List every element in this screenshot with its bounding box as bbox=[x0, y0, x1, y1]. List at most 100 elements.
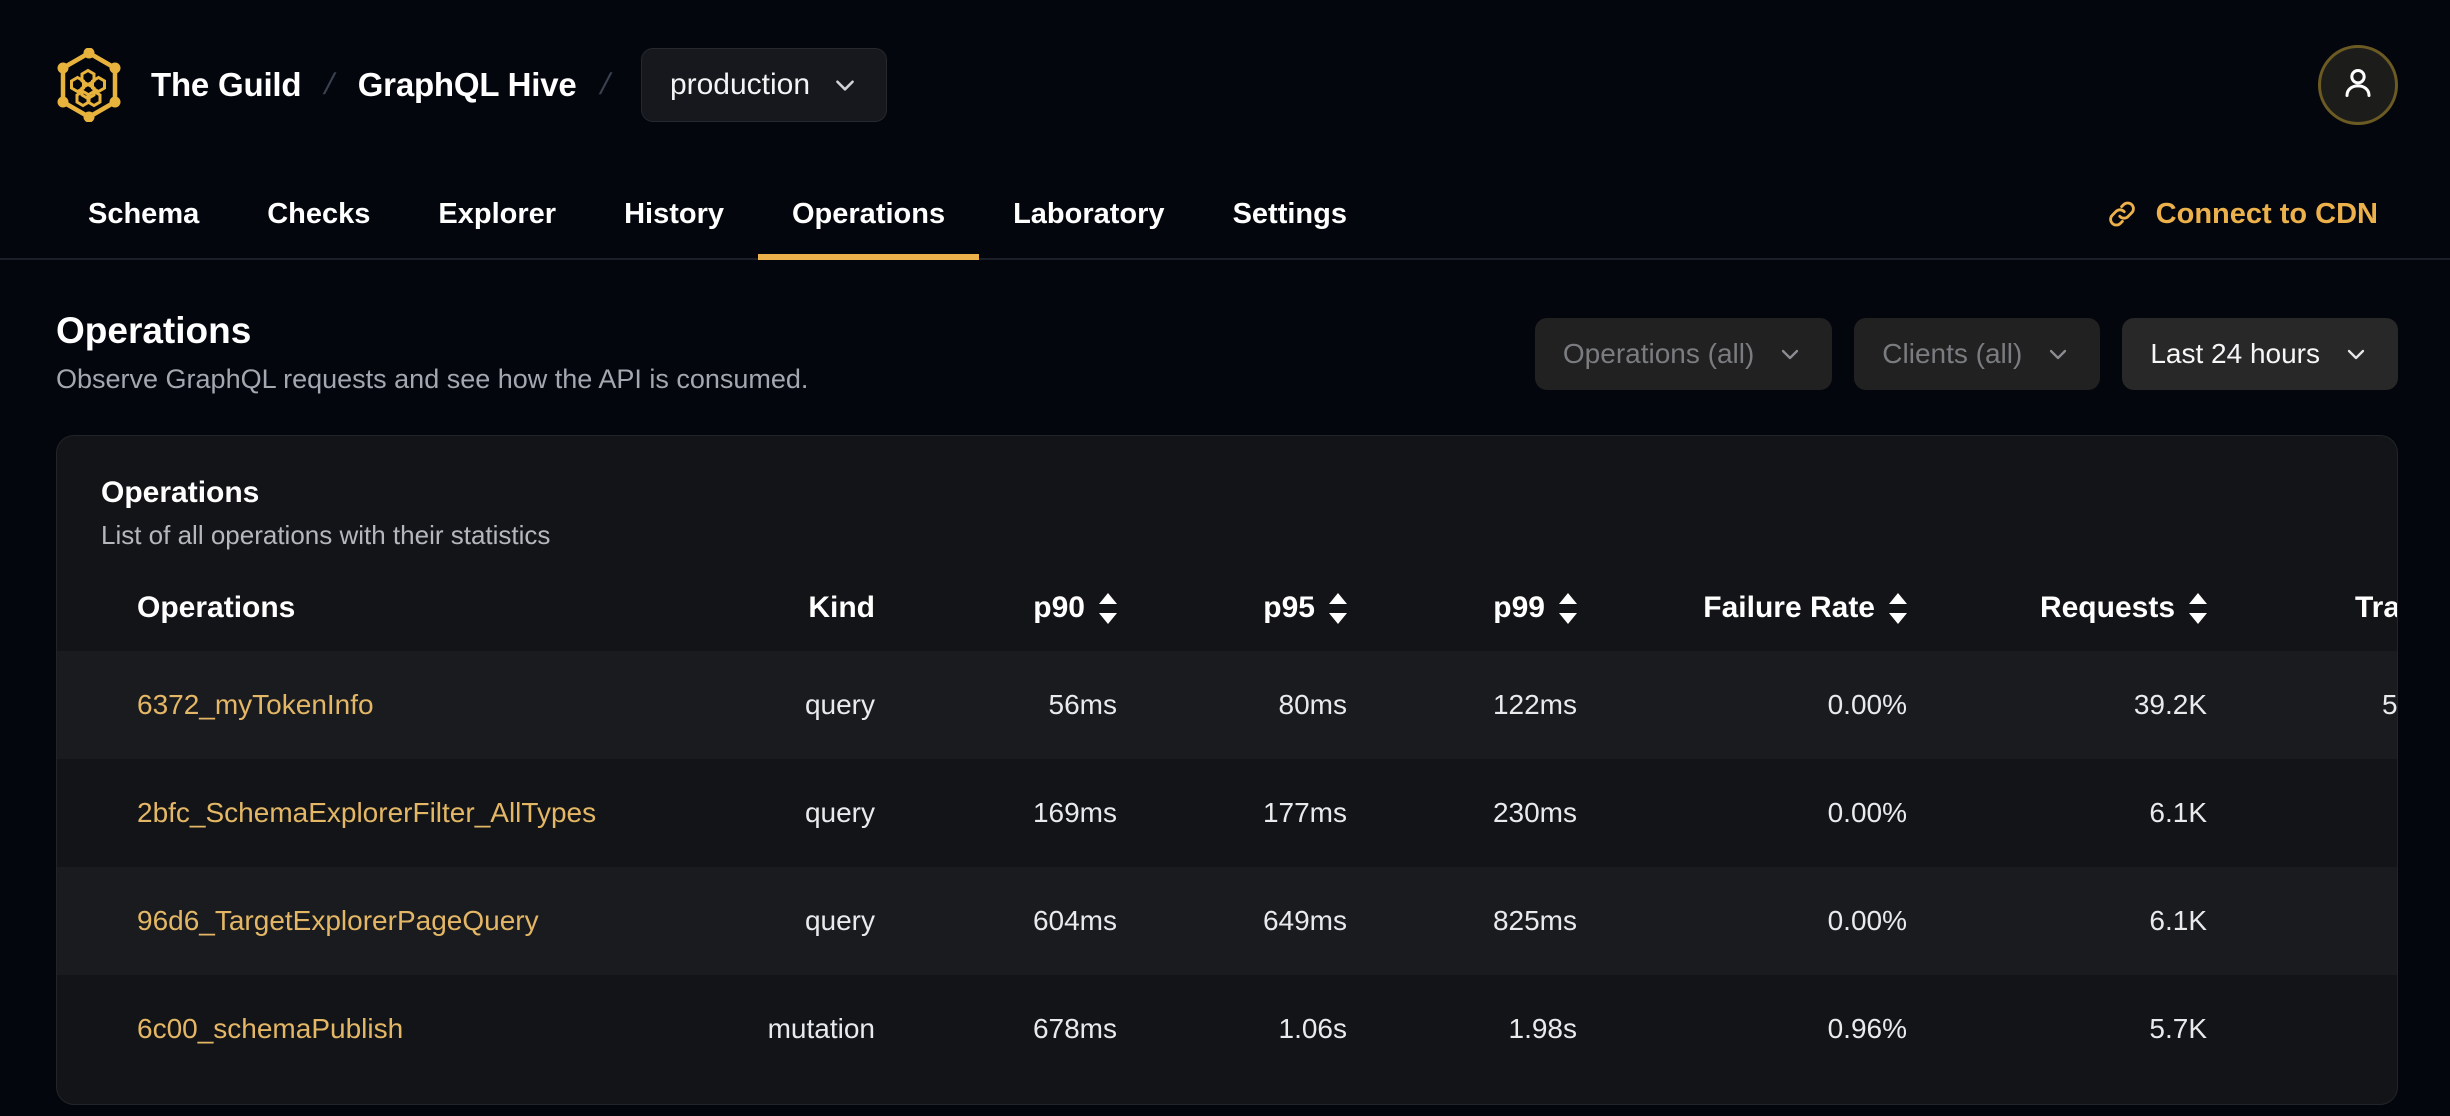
operation-p99: 230ms bbox=[1492, 797, 1577, 829]
operations-card-header: Operations List of all operations with t… bbox=[57, 436, 2397, 551]
connect-to-cdn-button[interactable]: Connect to CDN bbox=[2106, 170, 2398, 258]
nav-item-label: Checks bbox=[267, 197, 371, 230]
time-range-filter-label: Last 24 hours bbox=[2150, 338, 2320, 369]
breadcrumb-project[interactable]: GraphQL Hive bbox=[357, 66, 577, 103]
operation-kind: query bbox=[804, 797, 875, 829]
breadcrumb-separator-1: / bbox=[321, 68, 338, 101]
nav-item-history[interactable]: History bbox=[590, 170, 758, 258]
sort-toggle-p99[interactable] bbox=[1559, 592, 1577, 624]
operation-p90: 56ms bbox=[887, 651, 1117, 760]
clients-filter-label: Clients (all) bbox=[1882, 338, 2023, 369]
operation-p99: 825ms bbox=[1347, 867, 1577, 976]
column-label: Kind bbox=[808, 591, 875, 625]
column-header-p99[interactable]: p99 bbox=[1347, 551, 1577, 651]
nav-item-operations[interactable]: Operations bbox=[758, 170, 980, 260]
column-label: p99 bbox=[1493, 591, 1545, 625]
operation-p99: 122ms bbox=[1347, 651, 1577, 760]
nav-item-settings[interactable]: Settings bbox=[1199, 170, 1381, 258]
operations-table-head: Operations Kind p90 p95 bbox=[57, 551, 2398, 651]
breadcrumb-org[interactable]: The Guild bbox=[151, 66, 302, 103]
operation-kind: query bbox=[657, 867, 887, 976]
column-label: Traffic bbox=[2354, 591, 2398, 625]
operation-traffic: 51.65% bbox=[2207, 651, 2397, 760]
operation-failure-rate: 0.96% bbox=[1827, 1013, 1907, 1045]
operation-requests: 39.2K bbox=[1907, 651, 2207, 760]
operation-failure-rate: 0.00% bbox=[1577, 867, 1907, 976]
operation-p99: 1.98s bbox=[1508, 1013, 1578, 1045]
operation-p90: 169ms bbox=[1032, 797, 1117, 829]
column-label: Requests bbox=[2039, 591, 2175, 625]
sort-toggle-p90[interactable] bbox=[1099, 592, 1117, 624]
environment-selector[interactable]: production bbox=[640, 48, 888, 122]
operations-card-title: Operations bbox=[101, 476, 260, 510]
operation-link[interactable]: 96d6_TargetExplorerPageQuery bbox=[57, 867, 657, 976]
operation-traffic: 8.03% bbox=[2207, 867, 2397, 976]
filter-bar: Operations (all) Clients (all) Last 24 h… bbox=[1534, 308, 2398, 390]
clients-filter[interactable]: Clients (all) bbox=[1854, 318, 2101, 390]
operation-requests: 6.1K bbox=[2149, 797, 2207, 829]
chevron-down-icon bbox=[832, 72, 858, 98]
table-row[interactable]: 96d6_TargetExplorerPageQuery query 604ms… bbox=[57, 867, 2397, 976]
nav-items: Schema Checks Explorer History Operation… bbox=[52, 170, 1381, 260]
breadcrumb-separator-2: / bbox=[596, 68, 614, 101]
page-title: Operations bbox=[56, 310, 252, 351]
nav-item-schema[interactable]: Schema bbox=[52, 170, 233, 258]
operation-kind: mutation bbox=[767, 1013, 875, 1045]
column-header-kind[interactable]: Kind bbox=[657, 551, 887, 651]
operation-failure-rate: 0.00% bbox=[1577, 651, 1907, 760]
column-label: p90 bbox=[1033, 591, 1085, 625]
nav-item-label: Operations bbox=[792, 197, 946, 230]
nav-item-label: Settings bbox=[1232, 197, 1347, 230]
sort-toggle-failure-rate[interactable] bbox=[1889, 592, 1907, 624]
sort-toggle-p95[interactable] bbox=[1329, 592, 1347, 624]
table-row[interactable]: 6372_myTokenInfo query 56ms 80ms 122ms 0… bbox=[57, 651, 2397, 760]
operation-p95: 649ms bbox=[1117, 867, 1347, 976]
column-label: Operations bbox=[137, 591, 296, 625]
avatar[interactable] bbox=[2318, 45, 2398, 125]
operation-p90: 678ms bbox=[1032, 1013, 1117, 1045]
breadcrumb: The Guild / GraphQL Hive / production bbox=[52, 47, 2318, 123]
operation-link[interactable]: 2bfc_SchemaExplorerFilter_AllTypes bbox=[137, 797, 597, 829]
nav-item-label: History bbox=[624, 197, 724, 230]
operations-filter[interactable]: Operations (all) bbox=[1534, 318, 1833, 390]
column-header-requests[interactable]: Requests bbox=[1907, 551, 2207, 651]
column-header-p95[interactable]: p95 bbox=[1117, 551, 1347, 651]
operation-p95: 80ms bbox=[1117, 651, 1347, 760]
link-icon bbox=[2106, 198, 2138, 230]
operation-requests: 6.1K bbox=[1907, 867, 2207, 976]
column-label: Failure Rate bbox=[1703, 591, 1875, 625]
column-header-traffic[interactable]: Traffic bbox=[2207, 551, 2398, 651]
hive-hexagon-logo-icon[interactable] bbox=[52, 47, 126, 123]
sort-toggle-requests[interactable] bbox=[2189, 592, 2207, 624]
operations-table-body: 6372_myTokenInfo query 56ms 80ms 122ms 0… bbox=[57, 651, 2397, 1083]
connect-to-cdn-label: Connect to CDN bbox=[2155, 197, 2378, 230]
table-row[interactable]: 2bfc_SchemaExplorerFilter_AllTypes query… bbox=[57, 759, 2397, 867]
nav-item-checks[interactable]: Checks bbox=[233, 170, 404, 258]
table-row[interactable]: 6c00_schemaPublish mutation 678ms 1.06s … bbox=[57, 975, 2397, 1083]
chevron-down-icon bbox=[2046, 341, 2072, 367]
table-header-row: Operations Kind p90 p95 bbox=[57, 551, 2398, 651]
operation-failure-rate: 0.00% bbox=[1827, 797, 1907, 829]
nav-item-laboratory[interactable]: Laboratory bbox=[979, 170, 1198, 258]
operation-traffic: 8.05% bbox=[2207, 759, 2397, 867]
operations-card: Operations List of all operations with t… bbox=[56, 435, 2398, 1106]
nav-item-explorer[interactable]: Explorer bbox=[404, 170, 590, 258]
operation-kind: query bbox=[657, 651, 887, 760]
column-header-p90[interactable]: p90 bbox=[887, 551, 1117, 651]
column-label: p95 bbox=[1263, 591, 1315, 625]
main-navigation: Schema Checks Explorer History Operation… bbox=[0, 170, 2450, 260]
column-header-operations[interactable]: Operations bbox=[57, 551, 657, 651]
operations-filter-label: Operations (all) bbox=[1562, 338, 1755, 369]
column-header-failure-rate[interactable]: Failure Rate bbox=[1577, 551, 1907, 651]
operation-p90: 604ms bbox=[887, 867, 1117, 976]
chevron-down-icon bbox=[1778, 341, 1804, 367]
environment-selector-label: production bbox=[669, 68, 811, 101]
time-range-filter[interactable]: Last 24 hours bbox=[2122, 318, 2398, 390]
page-header: Operations Observe GraphQL requests and … bbox=[0, 260, 2450, 395]
nav-item-label: Laboratory bbox=[1013, 197, 1165, 230]
nav-item-label: Schema bbox=[88, 197, 200, 230]
page-subtitle: Observe GraphQL requests and see how the… bbox=[56, 364, 809, 395]
operation-link[interactable]: 6c00_schemaPublish bbox=[137, 1013, 404, 1045]
operation-link[interactable]: 6372_myTokenInfo bbox=[57, 651, 657, 760]
page-header-text: Operations Observe GraphQL requests and … bbox=[56, 308, 808, 395]
